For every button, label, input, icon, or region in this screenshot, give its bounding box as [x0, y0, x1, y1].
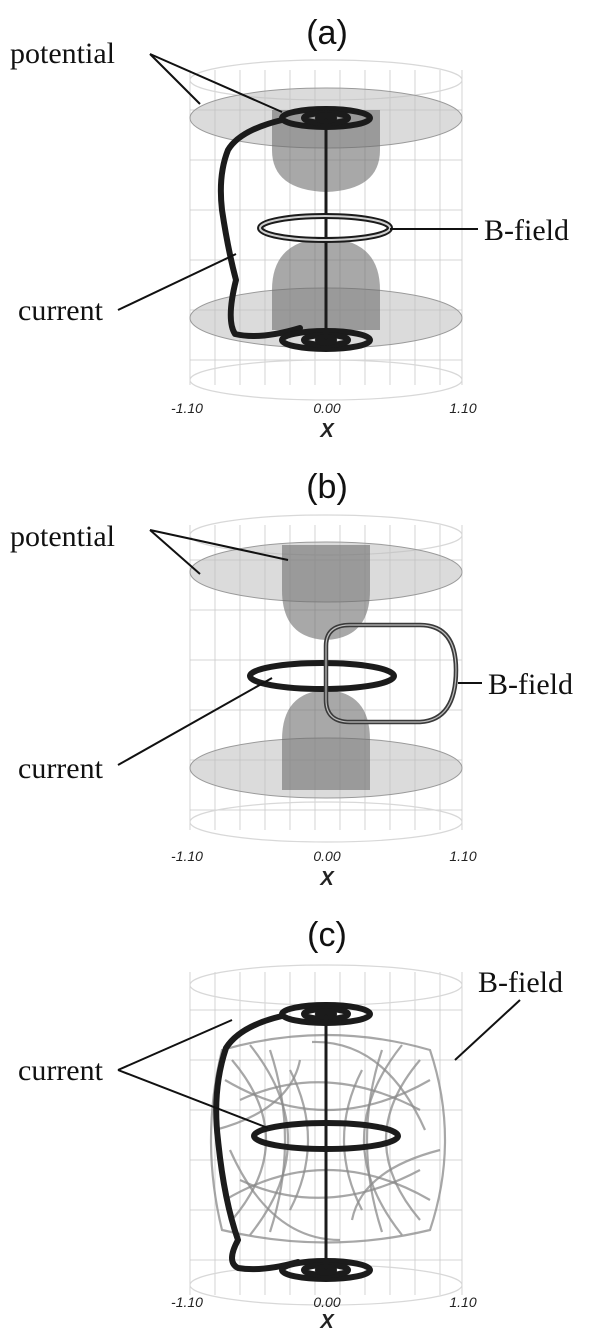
panel-a-leader-potential-1	[149, 53, 283, 113]
panel-b-label-current: current	[18, 752, 104, 785]
panel-c-tick-min: -1.10	[171, 1294, 203, 1310]
panel-a-tick-min: -1.10	[171, 400, 203, 416]
panel-b: (b) potential B-field current	[10, 468, 573, 890]
panel-c-label-current: current	[18, 1054, 104, 1087]
panel-a-tick-mid: 0.00	[313, 400, 340, 416]
panel-a-tick-max: 1.10	[449, 400, 476, 416]
panel-b-label-potential: potential	[10, 520, 115, 553]
panel-b-leader-current	[117, 677, 273, 766]
panel-b-leader-potential-1	[149, 529, 289, 561]
panel-c-current-line	[213, 1002, 401, 1282]
panel-b-axis-name: X	[319, 868, 335, 890]
panel-a-title: (a)	[306, 14, 348, 52]
panel-b-lower-dome	[282, 690, 370, 790]
panel-b-current-ring	[247, 660, 397, 692]
panel-c: (c)	[18, 916, 563, 1330]
panel-b-label-bfield: B-field	[488, 668, 573, 701]
panel-a-label-potential: potential	[10, 37, 115, 70]
panel-c-tick-max: 1.10	[449, 1294, 476, 1310]
panel-b-tick-min: -1.10	[171, 848, 203, 864]
panel-b-tick-max: 1.10	[449, 848, 476, 864]
panel-c-bfield-tangle	[209, 1033, 447, 1244]
panel-a-current-line	[217, 106, 373, 352]
panel-a-leader-potential-2	[149, 53, 201, 105]
panel-c-tick-mid: 0.00	[313, 1294, 340, 1310]
panel-a: (a)	[10, 14, 569, 442]
panel-b-title: (b)	[306, 468, 348, 506]
panel-a-label-bfield: B-field	[484, 214, 569, 247]
panel-c-leader-bfield	[454, 999, 521, 1061]
panel-b-upper-dome	[282, 545, 370, 640]
panel-c-axis-name: X	[319, 1311, 335, 1330]
panel-b-tick-mid: 0.00	[313, 848, 340, 864]
panel-c-label-bfield: B-field	[478, 966, 563, 999]
panel-c-leader-current-2	[117, 1069, 269, 1129]
panel-a-label-current: current	[18, 294, 104, 327]
panel-a-leader-current	[117, 253, 237, 311]
panel-b-leader-potential-2	[149, 529, 201, 575]
panel-a-axis-name: X	[319, 420, 335, 442]
panel-c-leader-current-1	[117, 1019, 233, 1071]
panel-c-title: (c)	[307, 916, 347, 954]
